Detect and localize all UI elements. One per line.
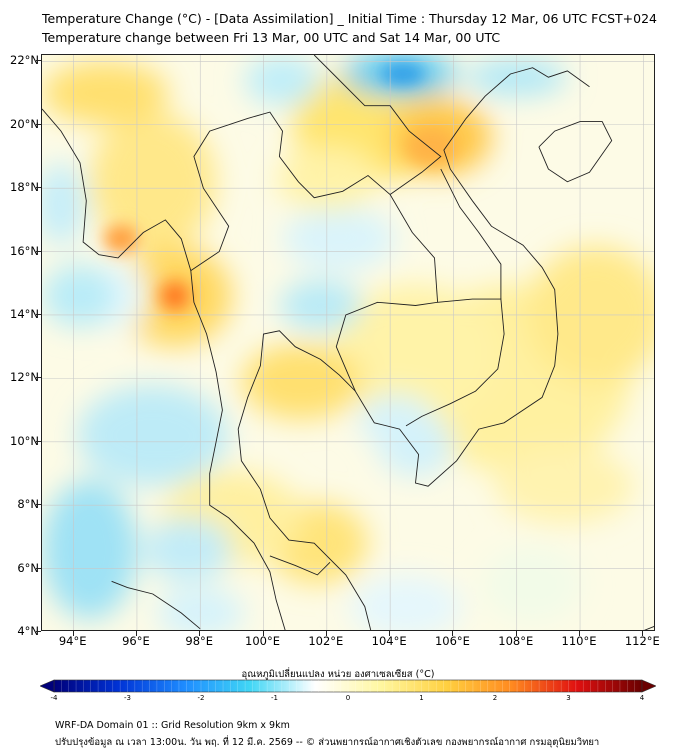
lat-tick-label: 20°N	[10, 116, 39, 131]
lon-tick-mark	[389, 631, 391, 636]
field-region	[481, 546, 584, 623]
colorbar-tick-label: 0	[345, 694, 351, 702]
field-region	[244, 55, 321, 106]
lat-tick-label: 12°N	[10, 370, 39, 385]
colorbar-tick-label: 3	[566, 694, 571, 702]
field-region	[241, 343, 362, 420]
field-region	[279, 280, 362, 331]
coastline-border	[42, 108, 286, 630]
lon-tick-label: 112°E	[624, 634, 660, 648]
lat-tick-label: 8°N	[17, 497, 39, 512]
field-region	[42, 479, 137, 620]
coastline-border	[190, 111, 439, 392]
coastline-border	[440, 168, 502, 300]
field-region	[42, 61, 169, 125]
lat-tick-label: 16°N	[10, 243, 39, 258]
lon-tick-label: 100°E	[245, 634, 281, 648]
lon-tick-mark	[325, 631, 327, 636]
field-region	[89, 112, 217, 252]
lat-tick-label: 6°N	[17, 560, 39, 575]
field-region	[349, 574, 463, 630]
lon-tick-mark	[199, 631, 201, 636]
lat-tick-label: 10°N	[10, 433, 39, 448]
map-field	[42, 55, 654, 630]
coastline-border	[237, 67, 590, 630]
field-region	[494, 448, 634, 525]
lat-tick-mark	[36, 377, 41, 379]
colorbar-max-extension	[641, 679, 656, 693]
coastline-border	[269, 555, 331, 576]
colorbar-label: อุณหภูมิเปลี่ยนแปลง หน่วย องศาเซลเซียส (…	[241, 669, 435, 680]
lon-tick-mark	[262, 631, 264, 636]
lon-tick-label: 96°E	[122, 634, 150, 648]
lat-tick-mark	[36, 504, 41, 506]
field-region	[76, 384, 229, 487]
lat-tick-mark	[36, 440, 41, 442]
colorbar-tick-label: -2	[197, 694, 205, 702]
lon-tick-mark	[72, 631, 74, 636]
colorbar-tick-label: 4	[639, 694, 645, 702]
lon-tick-mark	[579, 631, 581, 636]
field-region	[358, 394, 435, 445]
field-region	[42, 162, 87, 246]
lon-tick-mark	[135, 631, 137, 636]
lat-tick-mark	[36, 60, 41, 62]
colorbar-tick-label: -3	[124, 694, 131, 702]
lon-tick-label: 94°E	[58, 634, 87, 648]
field-extreme	[380, 62, 425, 86]
field-extreme	[167, 288, 183, 304]
coastline-border	[405, 298, 505, 427]
lon-tick-label: 108°E	[498, 634, 534, 648]
lon-tick-label: 106°E	[434, 634, 470, 648]
coastline-border	[538, 121, 613, 183]
coastline-border	[313, 55, 442, 195]
lat-tick-mark	[36, 187, 41, 189]
lat-tick-mark	[36, 250, 41, 252]
footer-update-info: ปรับปรุงข้อมูล ณ เวลา 13:00น. วัน พฤ. ที…	[55, 737, 600, 748]
lat-tick-mark	[36, 123, 41, 125]
colorbar	[40, 679, 656, 693]
lat-tick-label: 22°N	[10, 53, 39, 68]
colorbar-min-extension	[40, 679, 55, 693]
coastline-border	[111, 580, 201, 630]
colorbar-tick-label: -1	[271, 694, 278, 702]
temperature-change-map	[41, 54, 655, 631]
chart-subtitle: Temperature change between Fri 13 Mar, 0…	[42, 30, 501, 45]
lat-tick-mark	[36, 567, 41, 569]
lat-tick-label: 14°N	[10, 306, 39, 321]
lon-tick-label: 102°E	[308, 634, 344, 648]
lon-tick-mark	[642, 631, 644, 636]
colorbar-tick-label: 2	[492, 694, 498, 702]
lon-tick-mark	[515, 631, 517, 636]
chart-title: Temperature Change (°C) - [Data Assimila…	[42, 11, 657, 26]
field-region	[42, 264, 118, 328]
lon-tick-label: 104°E	[371, 634, 407, 648]
lat-tick-mark	[36, 313, 41, 315]
field-region	[143, 517, 232, 582]
colorbar-tick-label: 1	[419, 694, 424, 702]
colorbar-tick-label: -4	[50, 694, 58, 702]
lat-tick-label: 18°N	[10, 180, 39, 195]
field-region	[333, 283, 498, 423]
field-extreme	[405, 127, 457, 166]
lon-tick-label: 98°E	[185, 634, 214, 648]
field-extreme	[103, 224, 139, 254]
lon-tick-mark	[452, 631, 454, 636]
lat-tick-mark	[36, 631, 41, 632]
lon-tick-label: 110°E	[561, 634, 597, 648]
footer-model-info: WRF-DA Domain 01 :: Grid Resolution 9km …	[55, 720, 290, 731]
lat-tick-label: 4°N	[17, 624, 39, 638]
field-region	[282, 207, 397, 271]
